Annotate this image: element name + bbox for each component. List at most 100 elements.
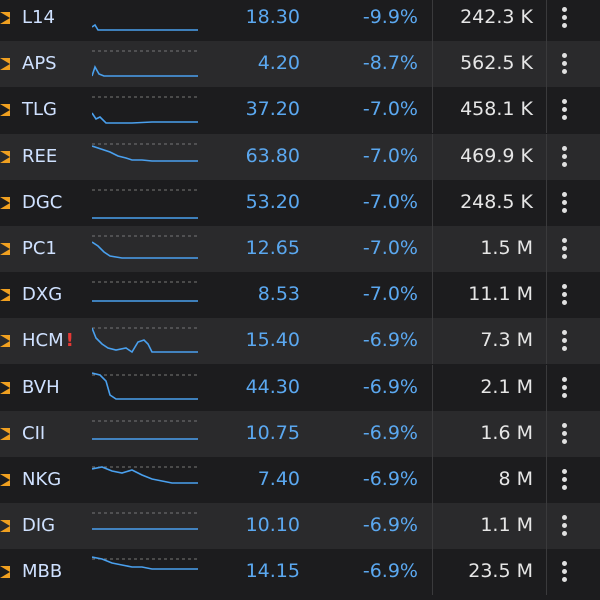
ticker-symbol: BVH [22, 376, 60, 398]
sparkline [92, 189, 198, 219]
separator [546, 0, 547, 41]
separator [546, 364, 547, 411]
flag-icon [0, 566, 10, 579]
menu-button[interactable] [562, 330, 568, 354]
separator [432, 549, 433, 596]
stock-row[interactable]: MBB 14.15 -6.9% 23.5 M [0, 549, 600, 596]
menu-dot [562, 238, 567, 243]
menu-dot [562, 422, 567, 428]
separator [432, 503, 433, 550]
stock-row[interactable]: DGC 53.20 -7.0% 248.5 K [0, 179, 600, 226]
price: 53.20 [245, 190, 300, 213]
menu-button[interactable] [562, 284, 568, 308]
sparkline [92, 50, 198, 77]
sparkline-path [92, 23, 198, 31]
menu-dot [562, 469, 567, 474]
menu-button[interactable] [562, 145, 568, 170]
menu-button[interactable] [562, 376, 568, 401]
sparkline [92, 512, 198, 530]
menu-dot [562, 145, 567, 151]
stock-row[interactable]: DXG 8.53 -7.0% 11.1 M [0, 272, 600, 319]
sparkline [92, 96, 198, 125]
separator [432, 41, 433, 88]
price: 7.40 [257, 468, 300, 490]
change: -6.9% [362, 514, 418, 537]
ticker: DXG [22, 284, 62, 305]
ticker-symbol: L14 [22, 7, 55, 28]
menu-dot [562, 61, 567, 67]
sparkline-path [92, 112, 198, 125]
separator [546, 410, 547, 457]
price: 15.40 [245, 329, 300, 352]
menu-button[interactable] [562, 561, 568, 585]
volume: 1.1 M [480, 514, 533, 537]
sparkline [92, 466, 198, 484]
menu-button[interactable] [562, 53, 568, 77]
ticker-symbol: NKG [22, 469, 62, 490]
stock-row[interactable]: L14 18.30 -9.9% 242.3 K [0, 0, 600, 41]
menu-button[interactable] [562, 238, 568, 262]
menu-dot [562, 384, 567, 390]
separator [546, 549, 547, 596]
stock-row[interactable]: CII 10.75 -6.9% 1.6 M [0, 410, 600, 457]
change: -7.0% [362, 144, 418, 167]
sparkline [92, 556, 198, 571]
separator [432, 457, 433, 503]
stock-row[interactable]: APS 4.20 -8.7% 562.5 K [0, 41, 600, 88]
menu-button[interactable] [562, 191, 568, 216]
price: 10.10 [245, 514, 300, 537]
menu-dot [562, 99, 567, 105]
menu-button[interactable] [562, 515, 568, 539]
sparkline [92, 143, 198, 162]
stock-row[interactable]: PC1 12.65 -7.0% 1.5 M [0, 226, 600, 272]
menu-dot [562, 392, 567, 398]
separator [546, 179, 547, 226]
stock-row[interactable]: HCM! 15.40 -6.9% 7.3 M [0, 318, 600, 365]
stock-row[interactable]: DIG 10.10 -6.9% 1.1 M [0, 503, 600, 550]
ticker: DIG [22, 515, 55, 536]
separator [546, 41, 547, 88]
volume: 242.3 K [460, 6, 533, 28]
volume: 2.1 M [480, 375, 533, 398]
change: -7.0% [362, 98, 418, 121]
ticker: MBB [22, 561, 62, 582]
ticker: DGC [22, 192, 62, 213]
flag-icon [0, 58, 10, 71]
price: 37.20 [245, 98, 300, 121]
menu-dot [562, 330, 567, 336]
flag-icon [0, 474, 10, 486]
menu-button[interactable] [562, 469, 568, 493]
menu-dot [562, 53, 567, 59]
menu-dot [562, 523, 567, 529]
menu-dot [562, 438, 567, 444]
ticker-symbol: HCM [22, 330, 64, 352]
change: -6.9% [362, 421, 418, 444]
change: -7.0% [362, 237, 418, 259]
ticker: NKG [22, 469, 61, 490]
volume: 23.5 M [468, 560, 533, 583]
menu-dot [562, 338, 567, 344]
menu-button[interactable] [562, 7, 568, 31]
menu-dot [562, 23, 567, 28]
sparkline-path [92, 241, 198, 259]
sparkline [92, 371, 198, 400]
separator [546, 133, 547, 180]
flag-icon [0, 150, 10, 163]
menu-button[interactable] [562, 99, 568, 123]
price: 44.30 [245, 375, 300, 398]
sparkline [92, 420, 198, 440]
menu-button[interactable] [562, 422, 568, 447]
menu-dot [562, 346, 567, 352]
stock-row[interactable]: BVH 44.30 -6.9% 2.1 M [0, 364, 600, 411]
ticker-symbol: DGC [22, 191, 63, 213]
stock-row[interactable]: NKG 7.40 -6.9% 8 M [0, 457, 600, 503]
stock-row[interactable]: TLG 37.20 -7.0% 458.1 K [0, 87, 600, 134]
change: -8.7% [362, 52, 418, 75]
stock-row[interactable]: REE 63.80 -7.0% 469.9 K [0, 133, 600, 180]
menu-dot [562, 577, 567, 583]
menu-dot [562, 300, 567, 306]
sparkline [92, 327, 198, 354]
menu-dot [562, 254, 567, 259]
price: 4.20 [257, 52, 300, 75]
